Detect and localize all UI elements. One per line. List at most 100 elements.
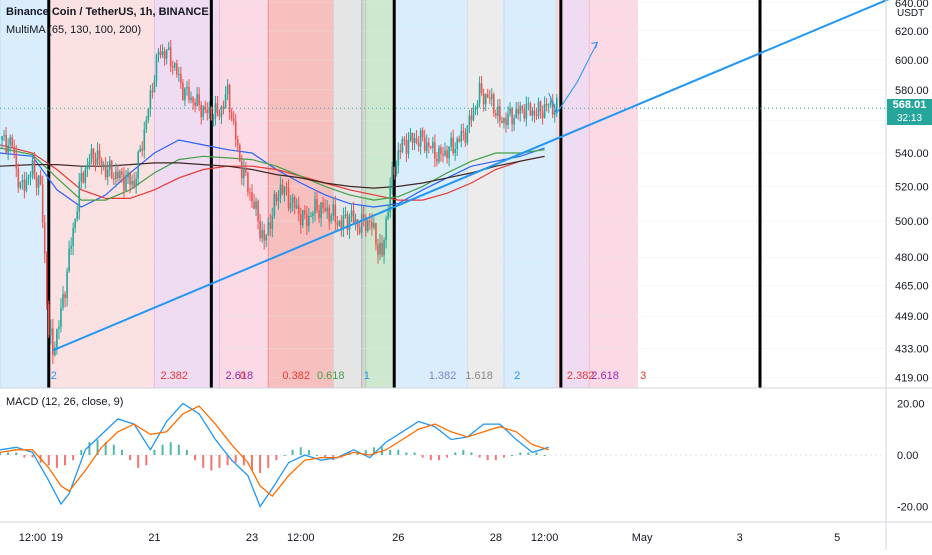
fib-label-12: 3 <box>640 370 646 382</box>
candle-body <box>129 172 131 185</box>
macd-histogram-bar <box>23 455 26 458</box>
candle-body <box>271 215 274 229</box>
candle-body <box>245 167 247 173</box>
candle-body <box>228 84 231 113</box>
candle-body <box>234 121 237 140</box>
macd-histogram-bar <box>275 455 278 461</box>
candle-body <box>306 214 308 227</box>
candle-body <box>70 246 72 249</box>
candle-body <box>409 132 412 140</box>
candle-body <box>253 201 255 209</box>
candle-body <box>456 138 459 150</box>
candle-body <box>324 207 326 212</box>
candle-body <box>452 137 454 154</box>
candle-body <box>108 160 111 170</box>
macd-histogram-bar <box>446 455 449 458</box>
candle-body <box>210 107 213 121</box>
candle-body <box>255 201 257 209</box>
macd-histogram-bar <box>283 455 286 456</box>
candle-body <box>375 223 377 245</box>
candle-body <box>232 118 235 122</box>
candle-body <box>212 117 215 121</box>
candle-body <box>257 201 259 222</box>
candle-body <box>259 221 261 239</box>
candle-body <box>190 97 192 101</box>
candle-body <box>466 125 469 143</box>
candle-body <box>476 103 479 108</box>
indicator-label[interactable]: MultiMA (65, 130, 100, 200) <box>6 24 142 36</box>
candle-body <box>135 178 137 186</box>
fib-label-3: 0 <box>240 370 246 382</box>
macd-histogram-bar <box>55 455 58 468</box>
candle-body <box>436 158 438 162</box>
candle-body <box>531 110 534 116</box>
currency-label: USDT <box>897 8 925 19</box>
candle-body <box>247 172 249 193</box>
macd-histogram-bar <box>462 449 465 455</box>
macd-histogram-bar <box>226 455 229 466</box>
candle-body <box>100 159 103 167</box>
price-tick-3: 580.00 <box>895 85 929 97</box>
candle-body <box>342 216 345 229</box>
candle-body <box>43 222 46 254</box>
candle-body <box>393 166 396 175</box>
candle-body <box>281 184 284 195</box>
candle-body <box>314 198 316 214</box>
candle-body <box>352 210 355 223</box>
macd-histogram-bar <box>177 444 180 455</box>
candle-body <box>117 171 119 179</box>
candle-body <box>346 214 349 230</box>
candle-body <box>33 160 36 178</box>
candle-body <box>98 150 101 160</box>
macd-histogram-bar <box>47 455 50 466</box>
candle-body <box>52 328 54 356</box>
symbol-title[interactable]: Binance Coin / TetherUS, 1h, BINANCE <box>6 6 209 18</box>
candle-body <box>54 347 56 356</box>
candle-body <box>173 63 176 68</box>
macd-histogram-bar <box>202 455 205 468</box>
candle-body <box>194 102 196 107</box>
candle-body <box>125 177 127 191</box>
macd-histogram-bar <box>527 452 530 455</box>
time-tick-0: 12:00 <box>19 532 47 544</box>
candle-body <box>1 135 3 141</box>
candle-body <box>407 139 410 154</box>
macd-histogram-bar <box>413 452 416 455</box>
macd-histogram-bar <box>169 442 172 455</box>
candle-body <box>472 109 475 121</box>
moving-averages-layer <box>0 139 545 208</box>
macd-histogram-bar <box>267 455 270 468</box>
zones-layer <box>0 0 639 388</box>
candle-body <box>218 113 221 117</box>
candle-body <box>421 130 424 137</box>
candle-body <box>88 161 91 166</box>
candle-body <box>499 106 501 121</box>
price-tick-7: 500.00 <box>895 216 929 228</box>
candle-body <box>131 180 133 185</box>
candle-body <box>230 112 233 119</box>
macd-histogram-bar <box>194 455 197 461</box>
macd-histogram-bar <box>454 452 457 455</box>
fib-label-1: 2.382 <box>161 370 189 382</box>
candle-body <box>7 145 9 153</box>
macd-histogram-bar <box>356 452 359 455</box>
macd-histogram-bar <box>299 447 302 455</box>
macd-histogram-bar <box>161 444 164 455</box>
candle-body <box>251 192 253 202</box>
candle-body <box>261 230 263 239</box>
candle-body <box>106 169 109 178</box>
macd-histogram-bar <box>145 455 148 466</box>
candle-body <box>163 51 166 59</box>
candle-body <box>13 146 16 154</box>
trendline-layer[interactable] <box>52 0 906 352</box>
candle-body <box>549 101 552 105</box>
macd-label[interactable]: MACD (12, 26, close, 9) <box>6 396 124 408</box>
time-zone-2 <box>154 0 220 388</box>
macd-histogram-bar <box>218 455 221 468</box>
candle-body <box>462 131 465 133</box>
price-tick-5: 540.00 <box>895 148 929 160</box>
bar-countdown: 32:13 <box>887 112 932 125</box>
candle-body <box>102 164 105 167</box>
